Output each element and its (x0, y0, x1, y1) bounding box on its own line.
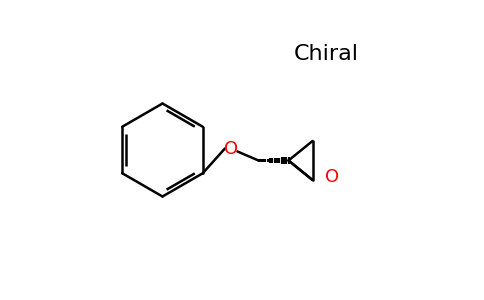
Text: Chiral: Chiral (293, 44, 359, 64)
Text: O: O (325, 168, 339, 186)
Text: O: O (225, 140, 239, 158)
